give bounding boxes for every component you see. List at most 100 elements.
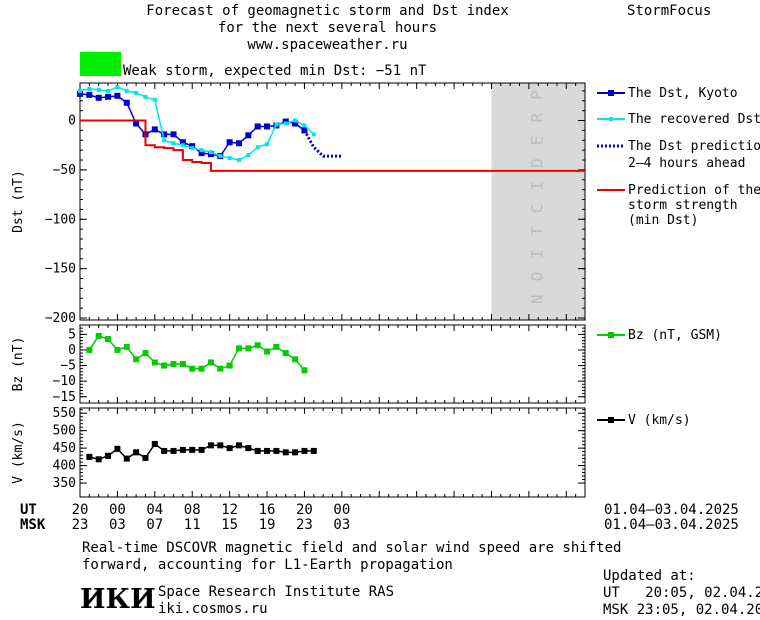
prediction-zone xyxy=(491,83,585,320)
source-url[interactable]: www.spaceweather.ru xyxy=(247,37,408,53)
data-point xyxy=(170,361,177,367)
data-point xyxy=(311,132,316,137)
y-tick-label: 0 xyxy=(68,114,76,129)
ut-tick-label: 12 xyxy=(221,502,238,518)
data-point xyxy=(152,97,157,102)
data-point xyxy=(254,447,261,454)
y-axis-label: Dst (nT) xyxy=(11,170,26,233)
data-point xyxy=(310,447,317,454)
msk-tick-label: 23 xyxy=(72,517,89,533)
data-point xyxy=(171,141,176,146)
data-point xyxy=(254,342,261,349)
data-point xyxy=(264,348,271,355)
data-point xyxy=(245,132,252,139)
y-tick-label: 450 xyxy=(53,441,76,456)
y-tick-label: 500 xyxy=(53,424,76,439)
msk-tick-label: 11 xyxy=(184,517,201,533)
ut-tick-label: 04 xyxy=(146,502,163,518)
data-point xyxy=(105,93,112,100)
msk-tick-label: 03 xyxy=(109,517,126,533)
legend: The Dst, Kyoto The recovered Dst The Dst p… xyxy=(597,86,760,428)
legend-label: The Dst prediction xyxy=(628,139,760,154)
data-point xyxy=(255,145,260,150)
status-swatch xyxy=(80,52,121,76)
data-point xyxy=(162,138,167,143)
updated-msk: MSK 23:05, 02.04.2025 xyxy=(603,602,760,618)
y-tick-label: −50 xyxy=(53,163,76,178)
data-point xyxy=(115,84,120,89)
ut-tick-label: 20 xyxy=(72,502,89,518)
series-line xyxy=(80,119,585,172)
data-point xyxy=(198,150,205,157)
data-point xyxy=(254,123,261,130)
data-point xyxy=(207,359,214,366)
y-tick-label: −15 xyxy=(53,390,76,405)
footnote-line-2: forward, accounting for L1-Earth propaga… xyxy=(82,557,453,573)
data-point xyxy=(226,362,233,369)
data-point xyxy=(293,118,298,123)
y-axis-label: Bz (nT) xyxy=(11,337,26,392)
data-point xyxy=(264,447,271,454)
prediction-letter: O xyxy=(528,272,547,282)
data-point xyxy=(179,446,186,453)
data-point xyxy=(114,445,121,452)
ut-tick-label: 08 xyxy=(184,502,201,518)
data-point xyxy=(226,445,233,452)
data-point xyxy=(198,365,205,372)
data-point xyxy=(302,123,307,128)
data-point xyxy=(134,90,139,95)
ut-tick-label: 20 xyxy=(296,502,313,518)
data-point xyxy=(189,365,196,372)
legend-label: Bz (nT, GSM) xyxy=(628,328,722,343)
data-point xyxy=(142,350,149,357)
prediction-letter: E xyxy=(528,136,547,146)
prediction-letter: N xyxy=(528,294,547,304)
institute-name: Space Research Institute RAS xyxy=(158,584,395,600)
data-point xyxy=(123,343,130,350)
y-tick-label: −10 xyxy=(53,374,76,389)
y-tick-label: 400 xyxy=(53,459,76,474)
institute-url[interactable]: iki.cosmos.ru xyxy=(158,601,268,617)
data-point xyxy=(217,442,224,449)
data-point xyxy=(301,447,308,454)
data-point xyxy=(273,343,280,350)
data-point xyxy=(292,449,299,456)
data-point xyxy=(170,131,177,138)
prediction-letter: I xyxy=(528,249,547,259)
y-tick-label: −150 xyxy=(45,262,76,277)
msk-tick-label: 15 xyxy=(221,517,238,533)
footnote-line-1: Real-time DSCOVR magnetic field and sola… xyxy=(82,540,622,556)
data-point xyxy=(292,356,299,363)
msk-axis-label: MSK xyxy=(20,517,46,533)
data-point xyxy=(282,449,289,456)
prediction-letter: D xyxy=(528,158,547,168)
ut-date-range: 01.04–03.04.2025 xyxy=(604,502,739,518)
data-point xyxy=(190,146,195,151)
data-point xyxy=(283,121,288,126)
legend-label: (min Dst) xyxy=(628,213,698,228)
data-point xyxy=(179,139,186,146)
title-line-1: Forecast of geomagnetic storm and Dst in… xyxy=(146,3,509,19)
data-point xyxy=(86,91,93,98)
data-point xyxy=(199,148,204,153)
panel-1: 50−5−10−15 Bz (nT) xyxy=(11,324,586,405)
ut-tick-label: 16 xyxy=(259,502,276,518)
data-point xyxy=(301,367,308,374)
data-point xyxy=(96,87,101,92)
prediction-letter: T xyxy=(528,226,547,236)
y-axis-label: V (km/s) xyxy=(11,421,26,484)
title-line-2: for the next several hours xyxy=(217,20,438,36)
y-tick-label: 5 xyxy=(68,327,76,342)
data-point xyxy=(264,123,271,130)
legend-label: Prediction of the xyxy=(628,183,760,198)
data-point xyxy=(282,350,289,357)
data-point xyxy=(95,94,102,101)
data-point xyxy=(105,452,112,459)
ut-tick-label: 00 xyxy=(333,502,350,518)
prediction-letter: P xyxy=(528,90,547,100)
legend-label: 2–4 hours ahead xyxy=(628,156,745,171)
panel-2: 550 500 450 400 350 V (km/s) xyxy=(11,406,586,498)
data-point xyxy=(161,447,168,454)
series-line xyxy=(88,335,306,371)
